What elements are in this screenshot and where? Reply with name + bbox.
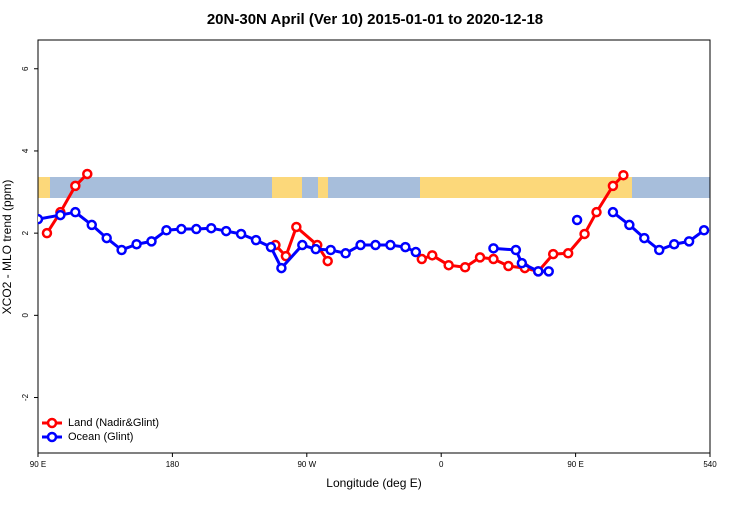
legend-marker bbox=[46, 431, 58, 443]
x-tick-label: 90 E bbox=[30, 460, 46, 469]
land-patch bbox=[272, 177, 302, 198]
y-tick-label: 0 bbox=[21, 313, 30, 318]
data-point bbox=[101, 232, 112, 244]
data-point bbox=[618, 169, 629, 181]
data-point bbox=[70, 180, 81, 192]
data-point bbox=[400, 241, 411, 253]
data-point bbox=[607, 206, 619, 218]
data-point bbox=[543, 266, 554, 277]
data-point bbox=[683, 236, 695, 247]
data-point bbox=[488, 243, 499, 254]
data-point bbox=[70, 206, 81, 218]
data-point bbox=[410, 246, 422, 258]
data-point bbox=[82, 168, 93, 180]
data-point bbox=[235, 228, 247, 240]
data-point bbox=[86, 219, 98, 231]
x-tick-label: 540 bbox=[703, 460, 717, 469]
data-point bbox=[55, 209, 66, 221]
x-tick-label: 90 E bbox=[567, 460, 583, 469]
data-point bbox=[291, 221, 302, 233]
data-point bbox=[38, 213, 44, 225]
legend-marker bbox=[46, 417, 58, 429]
x-tick-label: 90 W bbox=[297, 460, 316, 469]
data-point bbox=[280, 250, 292, 262]
data-point bbox=[191, 223, 202, 235]
chart-title: 20N-30N April (Ver 10) 2015-01-01 to 202… bbox=[207, 11, 543, 28]
data-point bbox=[443, 259, 454, 271]
data-point bbox=[416, 253, 428, 265]
data-point bbox=[698, 225, 710, 236]
data-point bbox=[459, 262, 471, 273]
data-point bbox=[146, 236, 157, 247]
data-point bbox=[639, 232, 650, 244]
data-point bbox=[426, 250, 438, 261]
land-patch bbox=[420, 177, 610, 198]
data-point bbox=[607, 180, 619, 192]
data-point bbox=[624, 219, 635, 231]
x-axis-label: Longitude (deg E) bbox=[326, 476, 421, 490]
x-tick-label: 0 bbox=[439, 460, 444, 469]
data-point bbox=[205, 222, 217, 234]
data-point bbox=[161, 225, 172, 236]
data-point bbox=[510, 244, 522, 256]
data-point bbox=[562, 248, 574, 259]
y-tick-label: -2 bbox=[21, 393, 30, 401]
data-point bbox=[131, 238, 142, 250]
x-tick-label: 180 bbox=[166, 460, 180, 469]
data-point bbox=[116, 244, 127, 256]
data-point bbox=[276, 262, 287, 274]
data-point bbox=[41, 227, 53, 239]
data-point bbox=[516, 257, 528, 269]
legend-label: Ocean (Glint) bbox=[68, 431, 133, 443]
data-point bbox=[220, 225, 232, 237]
land-patch bbox=[38, 177, 50, 198]
data-point bbox=[250, 234, 262, 246]
data-point bbox=[355, 239, 366, 251]
data-point bbox=[579, 228, 590, 240]
data-point bbox=[503, 260, 514, 272]
data-point bbox=[547, 248, 559, 260]
plot-area bbox=[38, 168, 710, 277]
data-point bbox=[474, 252, 486, 263]
data-point bbox=[325, 244, 336, 256]
plot-frame bbox=[37, 39, 711, 454]
map-strip bbox=[38, 177, 710, 198]
data-point bbox=[176, 223, 187, 235]
data-point bbox=[533, 266, 544, 277]
data-point bbox=[340, 248, 351, 259]
y-tick-label: 6 bbox=[21, 66, 30, 71]
data-point bbox=[385, 239, 396, 251]
y-axis-label: XCO2 - MLO trend (ppm) bbox=[0, 180, 14, 315]
data-point bbox=[591, 206, 602, 218]
data-point bbox=[571, 214, 583, 226]
data-point bbox=[653, 244, 665, 256]
legend-label: Land (Nadir&Glint) bbox=[68, 417, 159, 429]
data-point bbox=[488, 253, 499, 265]
data-point bbox=[322, 255, 333, 267]
y-tick-label: 4 bbox=[21, 148, 30, 153]
data-point bbox=[265, 241, 277, 253]
data-point bbox=[370, 239, 381, 251]
land-patch bbox=[318, 177, 328, 198]
data-point bbox=[297, 239, 308, 251]
data-point bbox=[668, 238, 680, 250]
data-point bbox=[310, 243, 322, 255]
y-tick-label: 2 bbox=[21, 230, 30, 235]
